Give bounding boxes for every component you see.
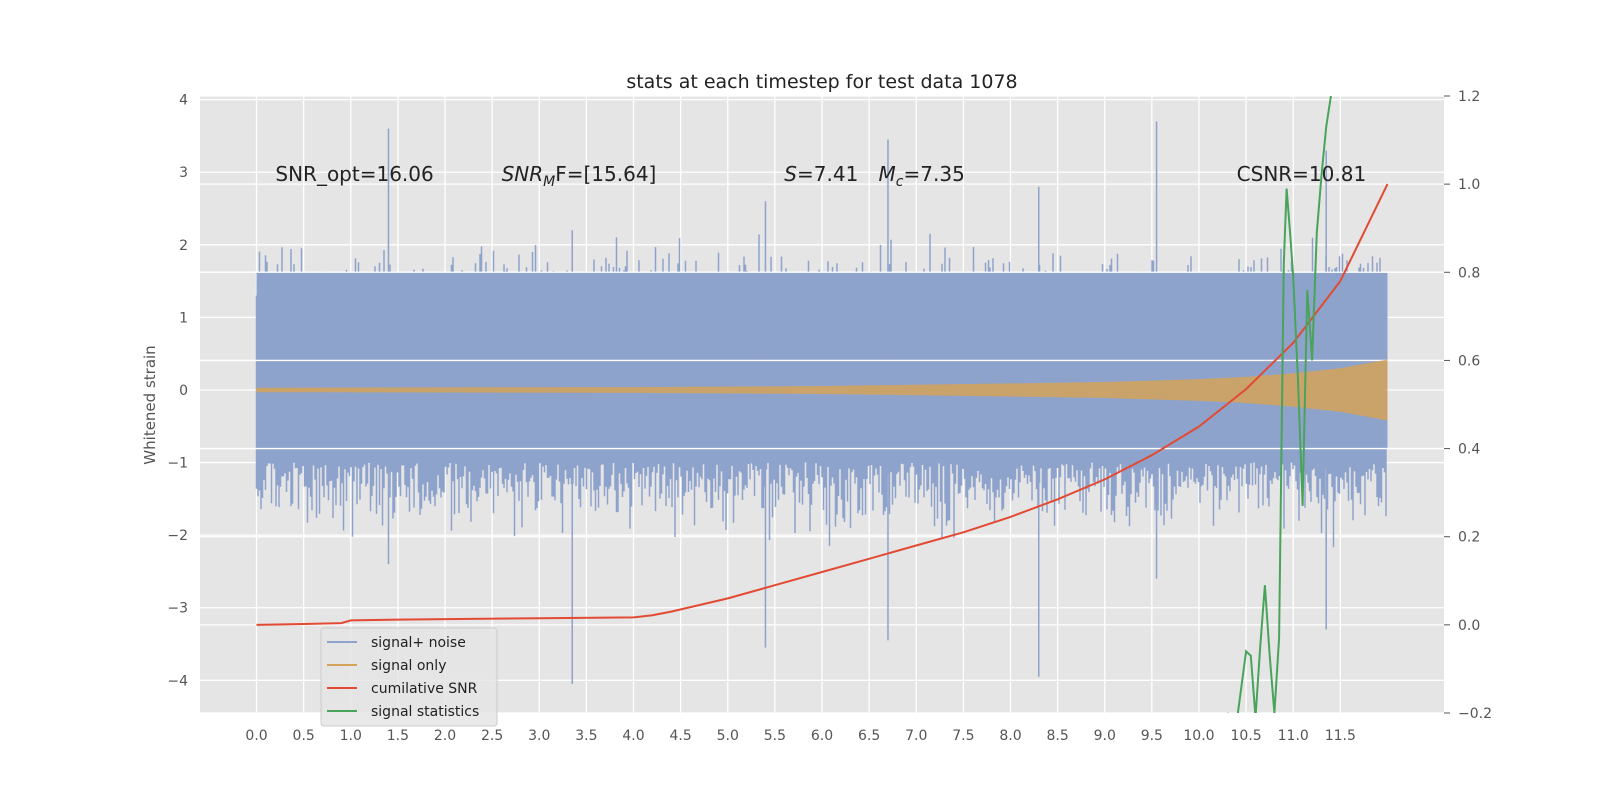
- annotation-subscript: M: [543, 174, 555, 190]
- legend-label: signal statistics: [371, 704, 479, 720]
- x-tick-label: 9.5: [1141, 728, 1163, 744]
- annotation-part: =7.35: [904, 162, 965, 186]
- y-tick-label: −1: [167, 456, 188, 472]
- y2-tick-label: 1.0: [1458, 177, 1480, 193]
- legend: signal+ noise signal only cumilative SNR si…: [320, 627, 498, 727]
- annotation-snr-mf: SNRMF=[15.64]: [502, 162, 657, 190]
- x-tick-label: 2.5: [481, 728, 503, 744]
- annotation-csnr: CSNR=10.81: [1237, 162, 1367, 186]
- y2-tick-label: 0.2: [1458, 530, 1480, 546]
- x-tick-label: 6.5: [858, 728, 880, 744]
- y2-tick-label: 0.6: [1458, 353, 1480, 369]
- x-tick-label: 7.0: [905, 728, 927, 744]
- y-tick-label: 0: [179, 383, 188, 399]
- cumilative-snr-line: [256, 183, 1389, 626]
- signal-envelope: [256, 359, 1388, 421]
- x-tick-label: 10.0: [1183, 728, 1214, 744]
- y-axis-right: −0.2 0.0 0.2 0.4 0.6 0.8 1.0 1.2: [1444, 89, 1492, 722]
- x-tick-label: 0.0: [245, 728, 267, 744]
- x-tick-label: 0.5: [293, 728, 315, 744]
- annotation-part: M: [879, 162, 896, 186]
- x-tick-label: 1.5: [387, 728, 409, 744]
- annotation-part: F=[15.64]: [555, 162, 656, 186]
- annotation-part: SNR: [502, 162, 544, 186]
- x-tick-label: 9.0: [1094, 728, 1116, 744]
- x-tick-label: 4.5: [670, 728, 692, 744]
- y2-tick-label: −0.2: [1458, 706, 1492, 722]
- x-tick-label: 10.5: [1231, 728, 1262, 744]
- signal-statistics-line: [1227, 96, 1332, 713]
- x-tick-label: 3.0: [528, 728, 550, 744]
- annotation-subscript: c: [896, 174, 904, 190]
- y2-tick-label: 0.0: [1458, 618, 1480, 634]
- chart-title: stats at each timestep for test data 107…: [626, 71, 1017, 93]
- y-tick-label: −3: [167, 601, 188, 617]
- series-cumilative-snr: [256, 183, 1389, 626]
- y-axis-left: −4 −3 −2 −1 0 1 2 3 4: [167, 93, 188, 690]
- x-tick-label: 4.0: [622, 728, 644, 744]
- x-tick-label: 1.0: [340, 728, 362, 744]
- x-tick-label: 11.5: [1325, 728, 1356, 744]
- x-tick-label: 3.5: [575, 728, 597, 744]
- x-tick-label: 5.0: [717, 728, 739, 744]
- series-signal-plus-noise: [200, 121, 1444, 684]
- y2-tick-label: 1.2: [1458, 89, 1480, 105]
- y-tick-label: 4: [179, 93, 188, 109]
- x-tick-label: 2.0: [434, 728, 456, 744]
- y2-tick-label: 0.8: [1458, 265, 1480, 281]
- y-tick-label: −4: [167, 673, 188, 689]
- annotation-part: =7.41: [797, 162, 858, 186]
- legend-label: signal+ noise: [371, 635, 466, 651]
- series-signal-only: [256, 359, 1388, 421]
- x-tick-label: 8.0: [999, 728, 1021, 744]
- y-tick-label: 2: [179, 238, 188, 254]
- series-signal-statistics: [1227, 96, 1332, 713]
- y-tick-label: 1: [179, 310, 188, 326]
- annotation-s-stat: S=7.41: [784, 162, 858, 186]
- y-axis-label: Whitened strain: [141, 345, 159, 464]
- annotation-mc: Mc=7.35: [879, 162, 965, 190]
- legend-label: signal only: [371, 658, 446, 674]
- legend-box: [320, 627, 498, 727]
- x-axis: 0.0 0.5 1.0 1.5 2.0 2.5 3.0 3.5 4.0 4.5 5.0 5.5 6.0 6…: [245, 728, 1356, 744]
- y-tick-label: 3: [179, 165, 188, 181]
- x-tick-label: 6.0: [811, 728, 833, 744]
- x-tick-label: 5.5: [764, 728, 786, 744]
- legend-label: cumilative SNR: [371, 681, 478, 697]
- x-tick-label: 11.0: [1278, 728, 1309, 744]
- annotations: SNR_opt=16.06 SNRMF=[15.64] S=7.41 Mc=7.35 C…: [275, 162, 1366, 190]
- x-tick-label: 7.5: [952, 728, 974, 744]
- x-tick-label: 8.5: [1046, 728, 1068, 744]
- annotation-part: S: [784, 162, 797, 186]
- y-tick-label: −2: [167, 528, 188, 544]
- annotation-snr-opt: SNR_opt=16.06: [275, 162, 433, 186]
- y2-tick-label: 0.4: [1458, 442, 1480, 458]
